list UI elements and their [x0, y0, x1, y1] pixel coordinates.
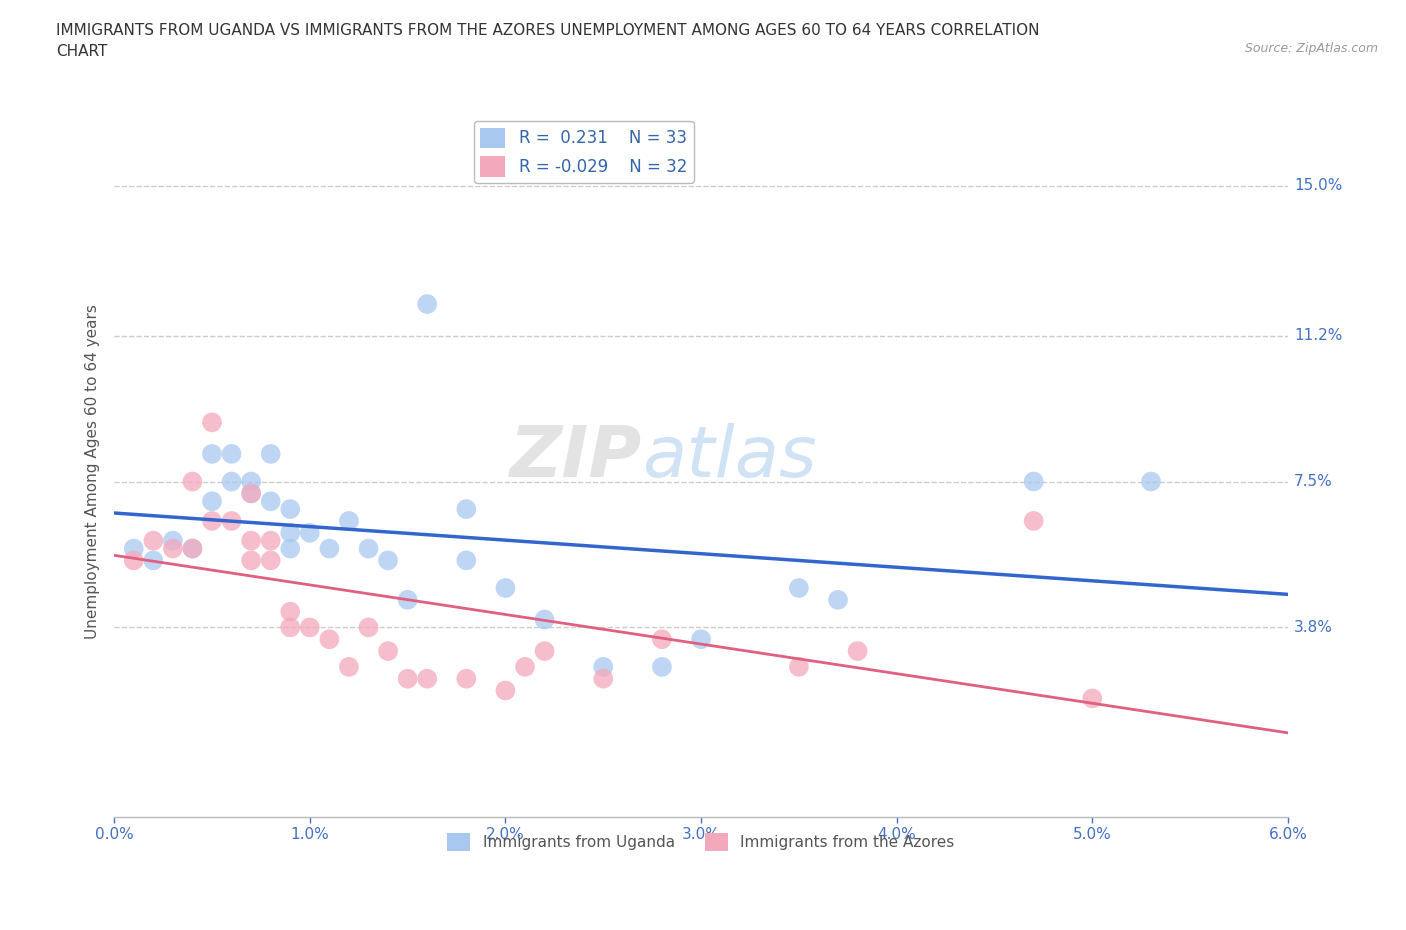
- Point: [787, 659, 810, 674]
- Point: [278, 501, 301, 516]
- Point: [456, 671, 478, 686]
- Point: [142, 533, 165, 548]
- Point: [298, 525, 321, 540]
- Point: [416, 671, 439, 686]
- Point: [260, 446, 283, 461]
- Point: [278, 541, 301, 556]
- Text: 11.2%: 11.2%: [1294, 328, 1343, 343]
- Point: [846, 644, 869, 658]
- Point: [337, 659, 360, 674]
- Point: [337, 513, 360, 528]
- Point: [298, 620, 321, 635]
- Point: [240, 474, 263, 489]
- Point: [181, 541, 204, 556]
- Point: [240, 533, 263, 548]
- Point: [142, 553, 165, 568]
- Point: [1022, 513, 1045, 528]
- Point: [122, 541, 145, 556]
- Text: 7.5%: 7.5%: [1294, 474, 1333, 489]
- Point: [201, 513, 224, 528]
- Point: [533, 612, 555, 627]
- Point: [592, 659, 614, 674]
- Text: ZIP: ZIP: [510, 423, 643, 492]
- Point: [377, 553, 399, 568]
- Point: [513, 659, 536, 674]
- Text: IMMIGRANTS FROM UGANDA VS IMMIGRANTS FROM THE AZORES UNEMPLOYMENT AMONG AGES 60 : IMMIGRANTS FROM UGANDA VS IMMIGRANTS FRO…: [56, 23, 1040, 60]
- Point: [181, 474, 204, 489]
- Point: [396, 592, 419, 607]
- Point: [201, 494, 224, 509]
- Point: [651, 631, 673, 646]
- Point: [396, 671, 419, 686]
- Legend: Immigrants from Uganda, Immigrants from the Azores: Immigrants from Uganda, Immigrants from …: [441, 827, 960, 857]
- Point: [278, 604, 301, 619]
- Point: [690, 631, 713, 646]
- Point: [260, 494, 283, 509]
- Point: [278, 620, 301, 635]
- Point: [318, 631, 340, 646]
- Point: [221, 474, 243, 489]
- Point: [494, 580, 516, 595]
- Point: [181, 541, 204, 556]
- Point: [1081, 691, 1104, 706]
- Point: [533, 644, 555, 658]
- Text: atlas: atlas: [643, 423, 817, 492]
- Point: [278, 525, 301, 540]
- Point: [221, 513, 243, 528]
- Point: [318, 541, 340, 556]
- Point: [260, 553, 283, 568]
- Text: Source: ZipAtlas.com: Source: ZipAtlas.com: [1244, 42, 1378, 55]
- Point: [592, 671, 614, 686]
- Point: [240, 553, 263, 568]
- Point: [221, 446, 243, 461]
- Point: [787, 580, 810, 595]
- Point: [827, 592, 849, 607]
- Point: [416, 297, 439, 312]
- Point: [456, 501, 478, 516]
- Point: [201, 415, 224, 430]
- Point: [240, 485, 263, 500]
- Point: [1022, 474, 1045, 489]
- Point: [377, 644, 399, 658]
- Point: [260, 533, 283, 548]
- Point: [240, 485, 263, 500]
- Point: [357, 620, 380, 635]
- Point: [1140, 474, 1163, 489]
- Y-axis label: Unemployment Among Ages 60 to 64 years: Unemployment Among Ages 60 to 64 years: [86, 304, 100, 639]
- Point: [456, 553, 478, 568]
- Point: [201, 446, 224, 461]
- Text: 3.8%: 3.8%: [1294, 620, 1333, 635]
- Point: [162, 541, 184, 556]
- Point: [357, 541, 380, 556]
- Text: 15.0%: 15.0%: [1294, 179, 1343, 193]
- Point: [162, 533, 184, 548]
- Point: [122, 553, 145, 568]
- Point: [494, 683, 516, 698]
- Point: [651, 659, 673, 674]
